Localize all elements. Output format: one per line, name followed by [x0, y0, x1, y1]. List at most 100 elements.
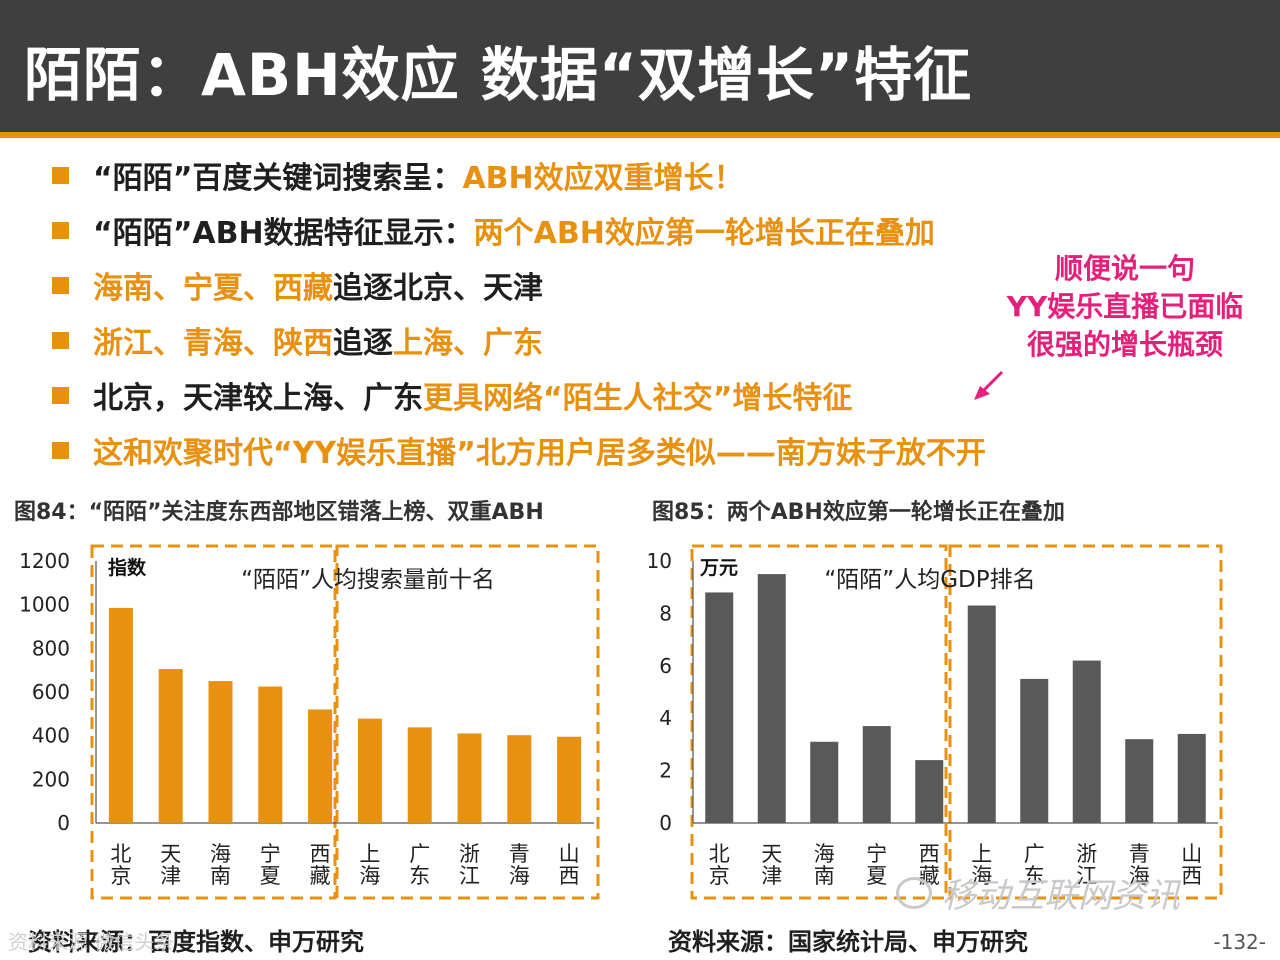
bar — [457, 733, 482, 823]
x-tick-char: 海 — [814, 842, 835, 866]
y-tick-label: 10 — [647, 549, 672, 573]
bar — [258, 686, 283, 823]
header-bar: 陌陌：ABH效应 数据“双增长”特征 — [0, 0, 1280, 138]
y-tick-label: 0 — [57, 811, 70, 835]
x-tick-char: 宁 — [866, 842, 887, 866]
x-tick-label: 北京 — [110, 842, 131, 888]
bullet-text: 追逐 — [333, 326, 393, 361]
bar — [967, 605, 996, 823]
figure-84-caption: 图84：“陌陌”关注度东西部地区错落上榜、双重ABH — [14, 500, 544, 525]
x-tick-char: 夏 — [866, 864, 887, 888]
page-title: 陌陌：ABH效应 数据“双增长”特征 — [24, 41, 973, 109]
watermark-left: 资料来源 微信头条 — [8, 930, 175, 954]
x-tick-char: 广 — [1024, 842, 1045, 866]
bar — [757, 574, 786, 823]
x-tick-label: 浙江 — [459, 842, 480, 888]
x-tick-char: 津 — [160, 864, 181, 888]
bullet-text-highlight: 海南、宁夏、西藏 — [93, 271, 333, 306]
bar — [705, 592, 734, 823]
x-tick-char: 藏 — [310, 864, 331, 888]
unit-label: 万元 — [699, 557, 738, 579]
bar — [308, 709, 333, 823]
x-tick-char: 宁 — [260, 842, 281, 866]
group-box-2 — [948, 544, 1223, 900]
x-tick-char: 海 — [509, 864, 530, 888]
x-tick-char: 浙 — [459, 842, 480, 866]
y-tick-label: 200 — [32, 767, 70, 791]
x-tick-char: 海 — [1129, 864, 1150, 888]
bar — [407, 727, 432, 823]
x-tick-char: 海 — [971, 864, 992, 888]
x-tick-char: 江 — [1076, 864, 1097, 888]
chart-title: “陌陌”人均GDP排名 — [824, 567, 1035, 593]
square-bullet-icon — [52, 221, 69, 239]
bar — [557, 736, 582, 823]
bullet-text-highlight: 更具网络“陌生人社交”增长特征 — [423, 381, 853, 416]
group-box-1 — [90, 544, 337, 900]
x-tick-char: 西 — [1181, 864, 1202, 888]
group-box-2 — [335, 544, 600, 900]
watermark-text: 移动互联网资讯 — [942, 876, 1180, 916]
bullet-text-highlight: ABH效应双重增长！ — [462, 161, 744, 196]
x-tick-char: 北 — [709, 842, 730, 866]
bullet-text-highlight: 这和欢聚时代“YY娱乐直播”北方用户居多类似——南方妹子放不开 — [93, 436, 986, 471]
callout-note: 顺便说一句 YY娱乐直播已面临 很强的增长瓶颈 — [975, 250, 1275, 364]
x-tick-label: 浙江 — [1076, 842, 1097, 888]
bullet-text-highlight: 两个ABH效应第一轮增长正在叠加 — [473, 216, 935, 251]
square-bullet-icon — [52, 166, 69, 184]
x-tick-label: 广东 — [1024, 842, 1045, 888]
bullet-text: 北京，天津较上海、广东 — [93, 381, 423, 416]
x-tick-char: 西 — [559, 864, 580, 888]
x-tick-char: 东 — [409, 864, 430, 888]
x-tick-char: 山 — [559, 842, 580, 866]
chart-search-index: 020040060080010001200北京天津海南宁夏西藏上海广东浙江青海山… — [19, 544, 600, 900]
x-tick-char: 山 — [1181, 842, 1202, 866]
x-tick-label: 天津 — [761, 842, 782, 888]
y-tick-label: 0 — [659, 811, 672, 835]
callout-line: 顺便说一句 — [1054, 252, 1195, 285]
x-tick-char: 东 — [1024, 864, 1045, 888]
bar — [507, 735, 532, 823]
x-tick-char: 京 — [110, 864, 131, 888]
bar — [158, 669, 183, 823]
x-tick-char: 天 — [160, 842, 181, 866]
x-tick-char: 江 — [459, 864, 480, 888]
x-tick-char: 天 — [761, 842, 782, 866]
x-tick-char: 南 — [814, 864, 835, 888]
page-number: -132- — [1213, 930, 1266, 954]
x-tick-label: 青海 — [1129, 842, 1150, 888]
y-tick-label: 6 — [659, 654, 672, 678]
x-tick-char: 南 — [210, 864, 231, 888]
y-tick-label: 1200 — [19, 549, 70, 573]
x-tick-label: 广东 — [409, 842, 430, 888]
bar — [1125, 739, 1154, 823]
bar — [1177, 733, 1206, 823]
figure-85-source: 资料来源：国家统计局、申万研究 — [668, 928, 1028, 956]
bar — [108, 607, 133, 823]
bar — [862, 726, 891, 823]
x-tick-char: 北 — [110, 842, 131, 866]
bullet-text: “陌陌”ABH数据特征显示： — [93, 216, 474, 251]
watermark: 移动互联网资讯 — [896, 868, 1180, 917]
x-tick-char: 西 — [919, 842, 940, 866]
bar — [810, 741, 839, 823]
square-bullet-icon — [52, 276, 69, 294]
bullet-text: 追逐北京、天津 — [333, 271, 543, 306]
wechat-icon — [896, 876, 932, 909]
x-tick-label: 宁夏 — [260, 842, 281, 888]
square-bullet-icon — [52, 331, 69, 349]
figure-84-source: 资料来源：百度指数、申万研究 — [28, 928, 364, 956]
callout-arrow-icon — [974, 370, 1004, 400]
figure-85-caption: 图85：两个ABH效应第一轮增长正在叠加 — [652, 500, 1065, 525]
bar — [208, 681, 233, 823]
x-tick-char: 津 — [761, 864, 782, 888]
x-tick-label: 宁夏 — [866, 842, 887, 888]
group-box-1 — [690, 544, 948, 900]
x-tick-char: 上 — [359, 842, 380, 866]
x-tick-char: 海 — [210, 842, 231, 866]
x-tick-label: 海南 — [814, 842, 835, 888]
x-tick-label: 西藏 — [310, 842, 331, 888]
bullet-text-highlight: 浙江、青海、陕西 — [93, 326, 333, 361]
callout-line: 很强的增长瓶颈 — [1026, 328, 1223, 361]
